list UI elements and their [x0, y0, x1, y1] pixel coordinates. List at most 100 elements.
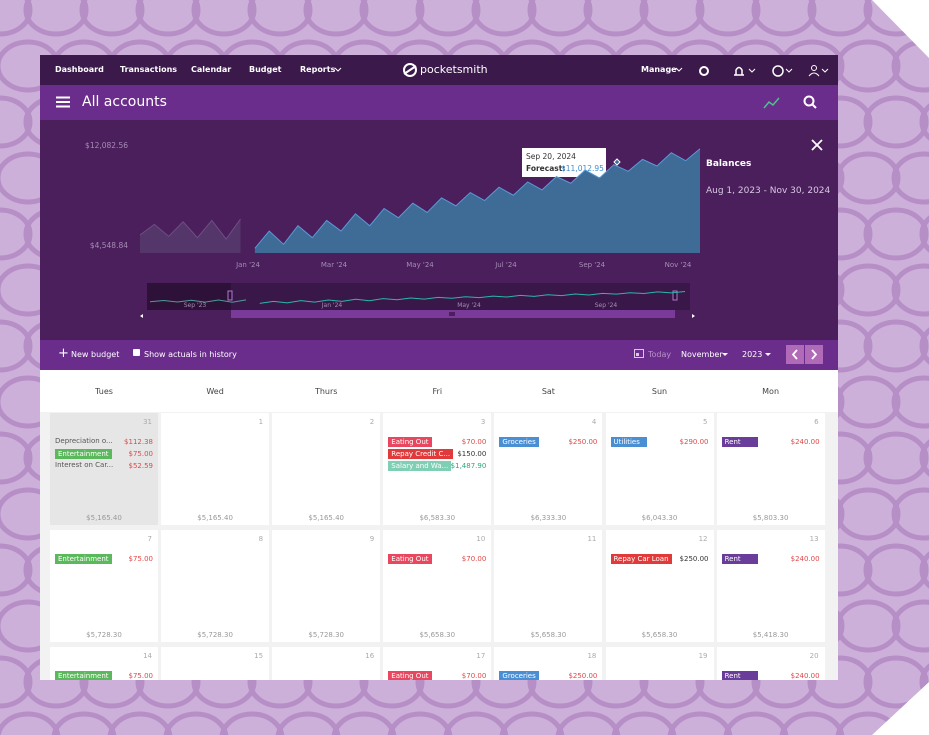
- event-label[interactable]: Entertainment: [55, 671, 112, 680]
- day-balance: $5,728.30: [308, 631, 344, 639]
- period-arrows[interactable]: [786, 345, 824, 364]
- day-balance: $5,658.30: [530, 631, 567, 639]
- header-icons[interactable]: [762, 94, 832, 112]
- new-budget-button[interactable]: New budget: [71, 350, 120, 359]
- event-label[interactable]: Salary and Wa...: [388, 461, 452, 471]
- event-label[interactable]: Entertainment: [55, 449, 112, 459]
- nav-link[interactable]: Calendar: [191, 65, 232, 74]
- event-label[interactable]: Rent: [721, 671, 758, 680]
- loop: [835, 711, 901, 735]
- loop: [695, 0, 761, 37]
- event-label[interactable]: Repay Credit C...: [388, 449, 454, 459]
- loop: [527, 0, 593, 37]
- scrollbar-grip: [449, 312, 455, 316]
- nav-link[interactable]: Reports: [300, 65, 336, 74]
- event-label[interactable]: Groceries: [499, 437, 539, 447]
- loop: [835, 39, 901, 93]
- day-cell: 19: [605, 647, 714, 680]
- event-label[interactable]: Groceries: [499, 671, 539, 680]
- close-button[interactable]: [811, 139, 823, 151]
- hover-marker: [613, 158, 621, 166]
- navigator-line: [259, 290, 686, 304]
- event-label[interactable]: Entertainment: [55, 554, 112, 564]
- day-number: 10: [476, 535, 486, 543]
- day-balance: $5,165.40: [308, 514, 344, 522]
- weekday-header: [40, 370, 838, 412]
- day-cell: 4 Groceries $250.00 $6,333.30: [494, 413, 603, 525]
- loop: [891, 487, 929, 541]
- loop: [387, 711, 453, 735]
- loop: [219, 711, 285, 735]
- loop: [583, 0, 649, 37]
- event-amount: $240.00: [790, 555, 820, 563]
- balance-area: [140, 219, 241, 253]
- event-label[interactable]: Eating Out: [388, 437, 432, 447]
- x-tick-label: May '24: [406, 261, 434, 269]
- nav-link[interactable]: Budget: [249, 65, 282, 74]
- loop: [919, 551, 929, 589]
- logo[interactable]: pocketsmith: [420, 63, 488, 76]
- nav-link[interactable]: Transactions: [120, 65, 178, 74]
- loop: [807, 655, 873, 709]
- loop: [0, 711, 61, 735]
- toolbar: + New budget Show actuals in history Tod…: [40, 340, 838, 370]
- checkbox-label[interactable]: Show actuals in history: [144, 350, 237, 359]
- day-number: 17: [476, 652, 486, 660]
- loop: [0, 319, 33, 373]
- menu-icon[interactable]: [56, 96, 70, 108]
- navigator-arrow[interactable]: [140, 314, 143, 318]
- weekday-label: Tues: [95, 387, 113, 396]
- day-number: 11: [587, 535, 597, 543]
- event-label[interactable]: Eating Out: [388, 554, 432, 564]
- loop: [555, 711, 621, 735]
- day-number: 14: [143, 652, 152, 660]
- day-number: 12: [698, 535, 708, 543]
- loop: [639, 0, 705, 37]
- nav-link[interactable]: Dashboard: [55, 65, 104, 74]
- today-button[interactable]: Today: [648, 350, 672, 359]
- loop: [863, 431, 929, 485]
- loop: [415, 0, 481, 37]
- loop: [303, 0, 369, 37]
- day-balance: $6,333.30: [530, 514, 567, 522]
- event-label[interactable]: Eating Out: [388, 671, 432, 680]
- loop: [779, 711, 845, 735]
- day-cell: 18 Groceries $250.00: [494, 647, 603, 680]
- tooltip-value: $11,012.95: [561, 164, 604, 173]
- event-label[interactable]: Utilities: [610, 437, 647, 447]
- day-number: 13: [809, 535, 819, 543]
- loop: [107, 711, 173, 735]
- loop: [135, 0, 201, 37]
- loop: [0, 543, 33, 597]
- plus-icon: +: [58, 346, 69, 361]
- loop: [667, 711, 733, 735]
- manage-menu[interactable]: Manage: [641, 65, 677, 74]
- event-label: Interest on Car...: [55, 461, 114, 469]
- loop: [51, 711, 117, 735]
- event-label[interactable]: Rent: [721, 554, 758, 564]
- event-label[interactable]: Rent: [721, 437, 758, 447]
- navigator-label: May '24: [457, 302, 481, 309]
- day-cell: 15: [161, 647, 270, 680]
- event-amount: $52.59: [128, 462, 154, 470]
- event-amount: $75.00: [128, 450, 154, 458]
- day-number: 18: [587, 652, 597, 660]
- weekday-label: Sat: [541, 387, 555, 396]
- navigator-arrow[interactable]: [692, 314, 695, 318]
- loop: [863, 95, 929, 149]
- day-cell: 31 Depreciation o... $112.38 Entertainment $…: [50, 413, 158, 525]
- checkbox[interactable]: [133, 349, 140, 356]
- app-window: Dashboard Transactions Calendar Budget R…: [40, 55, 838, 680]
- day-cell: 8 $5,728.30: [161, 530, 270, 642]
- month-select[interactable]: November: [681, 350, 723, 359]
- navigator-handle[interactable]: [672, 290, 678, 301]
- year-select[interactable]: 2023: [742, 350, 763, 359]
- navigator-handle[interactable]: [227, 290, 233, 301]
- y-tick-label: $4,548.84: [90, 241, 128, 250]
- event-label[interactable]: Repay Car Loan: [610, 554, 672, 564]
- day-balance: $6,043.30: [641, 514, 678, 522]
- event-amount: $70.00: [461, 672, 487, 680]
- day-number: 6: [814, 418, 819, 426]
- weekday-label: Mon: [762, 387, 780, 396]
- weekday-label: Sun: [651, 387, 668, 396]
